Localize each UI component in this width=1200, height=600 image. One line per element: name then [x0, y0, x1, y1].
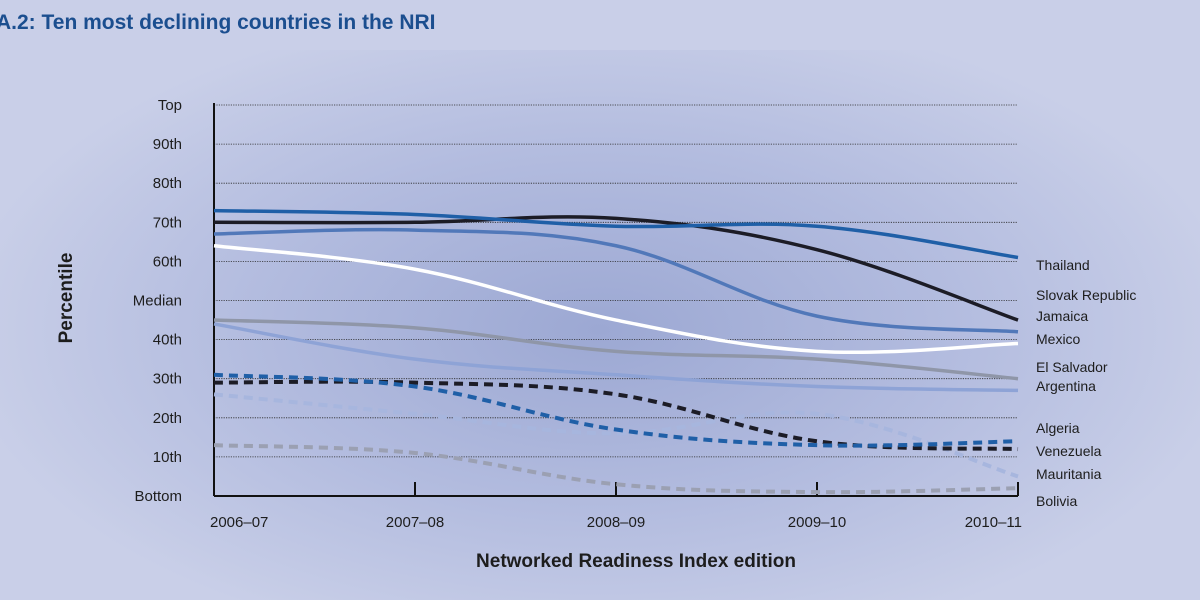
y-tick-label: 90th — [153, 136, 182, 153]
y-tick-label: 20th — [153, 410, 182, 427]
series-line-jamaica — [213, 227, 1019, 334]
x-axis-title: Networked Readiness Index edition — [476, 551, 796, 572]
series-line-mauritania — [213, 392, 1019, 479]
series-label-venezuela: Venezuela — [1036, 443, 1102, 459]
y-tick-label: 80th — [153, 175, 182, 192]
series-line-mexico — [213, 244, 1019, 355]
x-tick-label: 2008–09 — [587, 514, 645, 531]
y-tick-label: 60th — [153, 253, 182, 270]
x-tick-label: 2009–10 — [788, 514, 846, 531]
chart-panel — [0, 50, 1200, 600]
chart-title: A.2: Ten most declining countries in the… — [0, 11, 436, 34]
series-line-venezuela — [213, 379, 1019, 452]
y-axis-title: Percentile — [56, 253, 77, 344]
x-tick-label: 2010–11 — [965, 514, 1022, 531]
x-tick-label: 2007–08 — [386, 514, 444, 531]
y-tick-label: 10th — [153, 449, 182, 466]
y-tick-label: 30th — [153, 371, 182, 388]
series-line-el-salvador — [213, 318, 1019, 381]
grid — [213, 103, 1018, 497]
series-label-slovak-republic: Slovak Republic — [1036, 287, 1136, 303]
series-label-mauritania: Mauritania — [1036, 466, 1102, 482]
series-label-jamaica: Jamaica — [1036, 308, 1088, 324]
series-labels: Thailand Slovak Republic Jamaica Mexico El S… — [1036, 257, 1136, 509]
series-line-argentina — [213, 322, 1019, 393]
series-label-el-salvador: El Salvador — [1036, 359, 1108, 375]
series-line-thailand — [213, 208, 1019, 260]
series-label-argentina: Argentina — [1036, 378, 1096, 394]
x-tick-label: 2006–07 — [210, 514, 268, 531]
y-tick-label: Median — [133, 293, 182, 310]
y-tick-label: 70th — [153, 214, 182, 231]
series-line-bolivia — [213, 443, 1019, 495]
series-line-algeria — [213, 372, 1019, 448]
series-label-algeria: Algeria — [1036, 420, 1080, 436]
series-line-slovak-republic — [213, 215, 1019, 322]
series-label-mexico: Mexico — [1036, 331, 1081, 347]
y-tick-label: Bottom — [134, 488, 182, 505]
series-lines — [213, 208, 1019, 495]
series-label-bolivia: Bolivia — [1036, 493, 1077, 509]
y-tick-label: 40th — [153, 332, 182, 349]
y-tick-labels: Bottom 10th 20th 30th 40th Median 60th 70th 80th… — [133, 97, 182, 505]
y-tick-label: Top — [158, 97, 182, 114]
x-tick-labels: 2006–07 2007–08 2008–09 2009–10 2010–11 — [210, 482, 1022, 531]
series-label-thailand: Thailand — [1036, 257, 1090, 273]
header-bar: A.2: Ten most declining countries in the… — [0, 0, 1200, 50]
